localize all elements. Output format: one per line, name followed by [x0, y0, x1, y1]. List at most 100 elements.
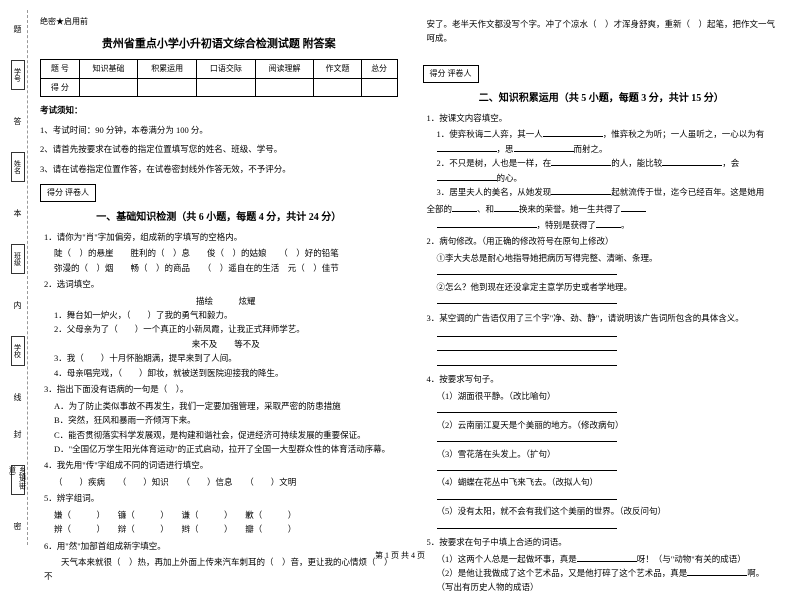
score-cell[interactable]: [79, 78, 138, 97]
blank[interactable]: [514, 142, 574, 152]
blank[interactable]: [437, 142, 497, 152]
binding-label: 答: [12, 115, 23, 127]
text: 换来的荣誉。她一生共得了: [519, 204, 621, 214]
blank[interactable]: [494, 202, 519, 212]
question-5a: 嫌（ ） 镰（ ） 谦（ ） 歉（ ）: [54, 508, 398, 522]
score-header: 总分: [361, 60, 397, 79]
section-2-title: 二、知识积累运用（共 5 小题，每题 3 分，共计 15 分）: [423, 90, 781, 107]
blank[interactable]: [662, 156, 722, 166]
text: 全部的: [427, 204, 453, 214]
question-1: 1．请你为"肖"字加偏旁，组成新的字填写的空格内。: [44, 230, 398, 244]
score-cell[interactable]: [314, 78, 361, 97]
question-s2-4e: （5）没有太阳，就不会有我们这个美丽的世界。（改反问句）: [437, 504, 781, 518]
fill-line: 2．不只是树，人也是一样，在 的人，能比较 ，会: [437, 156, 781, 170]
text: 啊。: [747, 568, 764, 578]
question-s2-2a: ①李大夫总是耐心地指导她把病历写得完整、清晰、条理。: [437, 251, 781, 265]
question-s2-4c: （3）雪花落在头发上。（扩句）: [437, 447, 781, 461]
answer-line[interactable]: [437, 490, 617, 500]
score-table: 题 号 知识基础 积累运用 口语交际 阅读理解 作文题 总分 得 分: [40, 59, 398, 97]
blank[interactable]: [551, 156, 611, 166]
blank[interactable]: [551, 185, 611, 195]
blank[interactable]: [452, 202, 477, 212]
answer-line[interactable]: [437, 403, 617, 413]
answer-line[interactable]: [437, 356, 617, 366]
question-s2-4d: （4）蝴蝶在花丛中飞来飞去。（改拟人句）: [437, 475, 781, 489]
question-1b: 弥漫的（ ）烟 畅（ ）的商品 （ ）遥自在的生活 元（ ）佳节: [54, 261, 398, 275]
fill-line: （2）是他让我做成了这个艺术品，又是他打碎了这个艺术品，真是 啊。: [437, 566, 781, 580]
binding-label: 内: [12, 299, 23, 311]
score-header: 口语交际: [197, 60, 256, 79]
question-1a: 陡（ ）的悬崖 胜利的（ ）息 俊（ ）的姑娘 （ ）好的铅笔: [54, 246, 398, 260]
notice-item: 2、请首先按要求在试卷的指定位置填写您的姓名、班级、学号。: [40, 142, 398, 156]
grade-box[interactable]: 得分 评卷人: [40, 184, 96, 202]
question-s2-1: 1．按课文内容填空。: [427, 111, 781, 125]
question-3: 3．指出下面没有语病的一句是（ ）。: [44, 382, 398, 396]
question-3d: D．"全国亿万学生阳光体育运动"的正式启动，拉开了全国一大型群众性的体育活动序幕…: [54, 442, 398, 456]
score-header: 题 号: [41, 60, 80, 79]
text: 而射之。: [574, 144, 608, 154]
text: ，会: [722, 158, 739, 168]
blank[interactable]: [543, 127, 603, 137]
score-header: 阅读理解: [255, 60, 314, 79]
score-cell[interactable]: [138, 78, 197, 97]
blank[interactable]: [687, 566, 747, 576]
score-cell[interactable]: [361, 78, 397, 97]
binding-margin: 题 学号 答 姓名 本 班级 内 学校 线 封 乡镇(街道) 密: [8, 10, 28, 545]
fill-line: 1．使弈秋诲二人弈，其一人 ，惟弈秋之为听；一人虽听之，一心以为有: [437, 127, 781, 141]
blank[interactable]: [437, 218, 537, 228]
text: 1．使弈秋诲二人弈，其一人: [437, 129, 543, 139]
score-cell[interactable]: [255, 78, 314, 97]
binding-label: 封: [12, 428, 23, 440]
text: （2）是他让我做成了这个艺术品，又是他打碎了这个艺术品，真是: [437, 568, 688, 578]
fill-line: ，特别是获得了。: [437, 218, 781, 232]
question-2d: 4．母亲唱完戏，（ ）卸妆，就被送到医院迎接我的降生。: [54, 366, 398, 380]
score-header: 作文题: [314, 60, 361, 79]
question-3c: C．能否贯彻落实科学发展观，是构建和谐社会，促进经济可持续发展的重要保证。: [54, 428, 398, 442]
school-box[interactable]: 学校: [11, 336, 25, 366]
notice-item: 1、考试时间：90 分钟，本卷满分为 100 分。: [40, 123, 398, 137]
fill-line: 3．居里夫人的美名，从她发现起就流传于世，迄今已经百年。这是她用: [437, 185, 781, 199]
answer-line[interactable]: [437, 341, 617, 351]
text: 、和: [477, 204, 494, 214]
text: 。: [621, 220, 630, 230]
binding-label: 题: [12, 23, 23, 35]
question-2b: 2．父母亲为了（ ）一个真正的小新凤霞，让我正式拜师学艺。: [54, 322, 398, 336]
blank[interactable]: [621, 202, 646, 212]
fill-line: ，思而射之。: [437, 142, 781, 156]
page-content: 绝密★启用前 贵州省重点小学小升初语文综合检测试题 附答案 题 号 知识基础 积…: [0, 0, 800, 605]
score-cell[interactable]: [197, 78, 256, 97]
name-box[interactable]: 姓名: [11, 152, 25, 182]
word-choice: 描绘 炫耀: [54, 294, 398, 308]
score-row-label: 得 分: [41, 78, 80, 97]
answer-line[interactable]: [437, 294, 617, 304]
answer-line[interactable]: [437, 327, 617, 337]
town-box[interactable]: 乡镇(街道): [11, 465, 25, 495]
answer-line[interactable]: [437, 519, 617, 529]
answer-line[interactable]: [437, 461, 617, 471]
grade-box[interactable]: 得分 评卷人: [423, 65, 479, 83]
answer-line[interactable]: [437, 265, 617, 275]
blank[interactable]: [437, 171, 497, 181]
binding-label: 密: [12, 520, 23, 532]
question-2: 2．选词填空。: [44, 277, 398, 291]
left-column: 绝密★启用前 贵州省重点小学小升初语文综合检测试题 附答案 题 号 知识基础 积…: [40, 15, 398, 595]
score-header: 积累运用: [138, 60, 197, 79]
question-s2-4a: （1）湖面很平静。（改比喻句）: [437, 389, 781, 403]
question-s2-2b: ②怎么？他到现在还没拿定主意学历史或者学地理。: [437, 280, 781, 294]
question-s2-5e: （写出有历史人物的成语）: [437, 580, 781, 594]
question-5: 5．辨字组词。: [44, 491, 398, 505]
word-choice: 来不及 等不及: [54, 337, 398, 351]
question-s2-4b: （2）云南丽江夏天是个美丽的地方。（修改病句）: [437, 418, 781, 432]
text: 的人，能比较: [611, 158, 662, 168]
page-footer: 第 1 页 共 4 页: [0, 550, 800, 561]
student-id-box[interactable]: 学号: [11, 60, 25, 90]
text: 2．不只是树，人也是一样，在: [437, 158, 552, 168]
continuation: 安了。老半天作文都没写个字。冲了个凉水（ ）才浑身舒爽，重新（ ）起笔，把作文一…: [427, 17, 781, 46]
question-s2-4: 4．按要求写句子。: [427, 372, 781, 386]
answer-line[interactable]: [437, 432, 617, 442]
text: ，惟弈秋之为听；一人虽听之，一心以为有: [603, 129, 765, 139]
blank[interactable]: [596, 218, 621, 228]
question-s2-2: 2．病句修改。（用正确的修改符号在原句上修改）: [427, 234, 781, 248]
text: 3．居里夫人的美名，从她发现: [437, 187, 552, 197]
class-box[interactable]: 班级: [11, 244, 25, 274]
